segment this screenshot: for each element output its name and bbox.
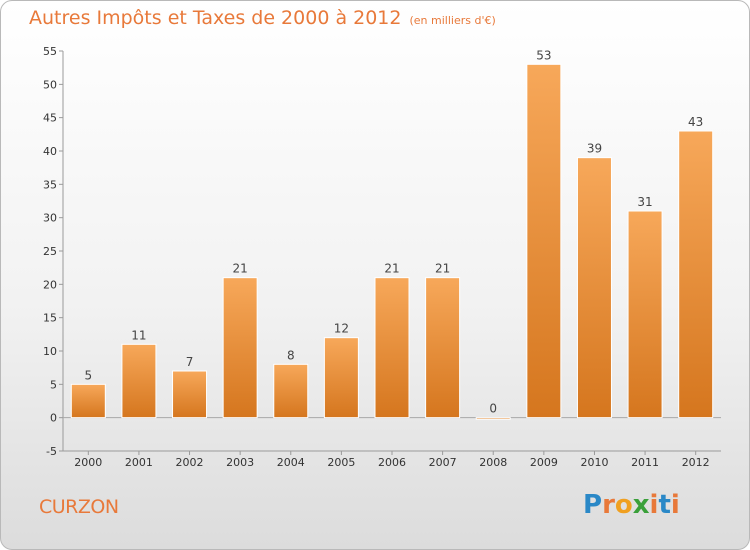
bar-value-label: 12 (334, 322, 349, 336)
bar-value-label: 31 (637, 195, 652, 209)
y-tick-label: 20 (43, 278, 57, 291)
bar (627, 210, 663, 419)
commune-name: CURZON (39, 496, 119, 518)
y-tick-label: 10 (43, 345, 57, 358)
chart-bars: 5 11 7 21 8 12 21 21 0 53 39 31 43 (70, 48, 714, 420)
bar-value-label: 0 (489, 402, 497, 416)
x-tick-label: 2003 (226, 456, 254, 469)
logo-letter: i (649, 490, 659, 520)
y-tick-label: 30 (43, 212, 57, 225)
x-tick-label: 2012 (682, 456, 710, 469)
bar-value-label: 21 (233, 262, 248, 276)
bar-value-label: 21 (435, 262, 450, 276)
bar (323, 337, 359, 419)
x-tick-label: 2011 (631, 456, 659, 469)
x-tick-label: 2009 (530, 456, 558, 469)
x-tick-label: 2010 (580, 456, 608, 469)
logo-letter: r (602, 490, 615, 520)
bar-value-label: 11 (131, 328, 146, 342)
y-tick-label: 0 (50, 412, 57, 425)
y-tick-label: 25 (43, 245, 57, 258)
bar (425, 277, 461, 419)
bar (678, 130, 714, 419)
x-tick-label: 2001 (125, 456, 153, 469)
bar (526, 63, 562, 419)
y-tick-label: -5 (46, 445, 57, 458)
bar (121, 343, 157, 419)
y-tick-label: 15 (43, 312, 57, 325)
proxiti-logo[interactable]: Proxiti (583, 490, 680, 520)
bar-value-label: 43 (688, 115, 703, 129)
bar (70, 383, 106, 419)
bar (172, 370, 208, 419)
logo-letter: x (632, 490, 650, 520)
x-tick-label: 2005 (327, 456, 355, 469)
x-tick-label: 2006 (378, 456, 406, 469)
chart-unit: (en milliers d'€) (409, 14, 496, 27)
x-tick-label: 2008 (479, 456, 507, 469)
y-tick-label: 35 (43, 178, 57, 191)
bar-value-label: 5 (84, 368, 92, 382)
x-tick-label: 2002 (176, 456, 204, 469)
y-tick-label: 50 (43, 78, 57, 91)
logo-letter: P (583, 490, 603, 520)
bar-value-label: 8 (287, 348, 295, 362)
y-tick-label: 45 (43, 112, 57, 125)
bar (374, 277, 410, 419)
bar-value-label: 39 (587, 142, 602, 156)
bar (222, 277, 258, 419)
bar-value-label: 21 (384, 262, 399, 276)
bar (576, 157, 612, 419)
bar (475, 417, 511, 420)
bar-value-label: 7 (186, 355, 194, 369)
bar (273, 363, 309, 419)
x-tick-label: 2004 (277, 456, 305, 469)
chart-title: Autres Impôts et Taxes de 2000 à 2012 (en… (29, 7, 496, 29)
y-tick-label: 40 (43, 145, 57, 158)
bar-value-label: 53 (536, 48, 551, 62)
logo-letter: o (614, 490, 633, 520)
x-tick-label: 2007 (429, 456, 457, 469)
logo-letter: t (658, 490, 671, 520)
y-tick-label: 55 (43, 45, 57, 58)
chart-title-text: Autres Impôts et Taxes de 2000 à 2012 (29, 7, 402, 29)
x-tick-label: 2000 (74, 456, 102, 469)
y-tick-label: 5 (50, 378, 57, 391)
logo-letter: i (670, 490, 680, 520)
